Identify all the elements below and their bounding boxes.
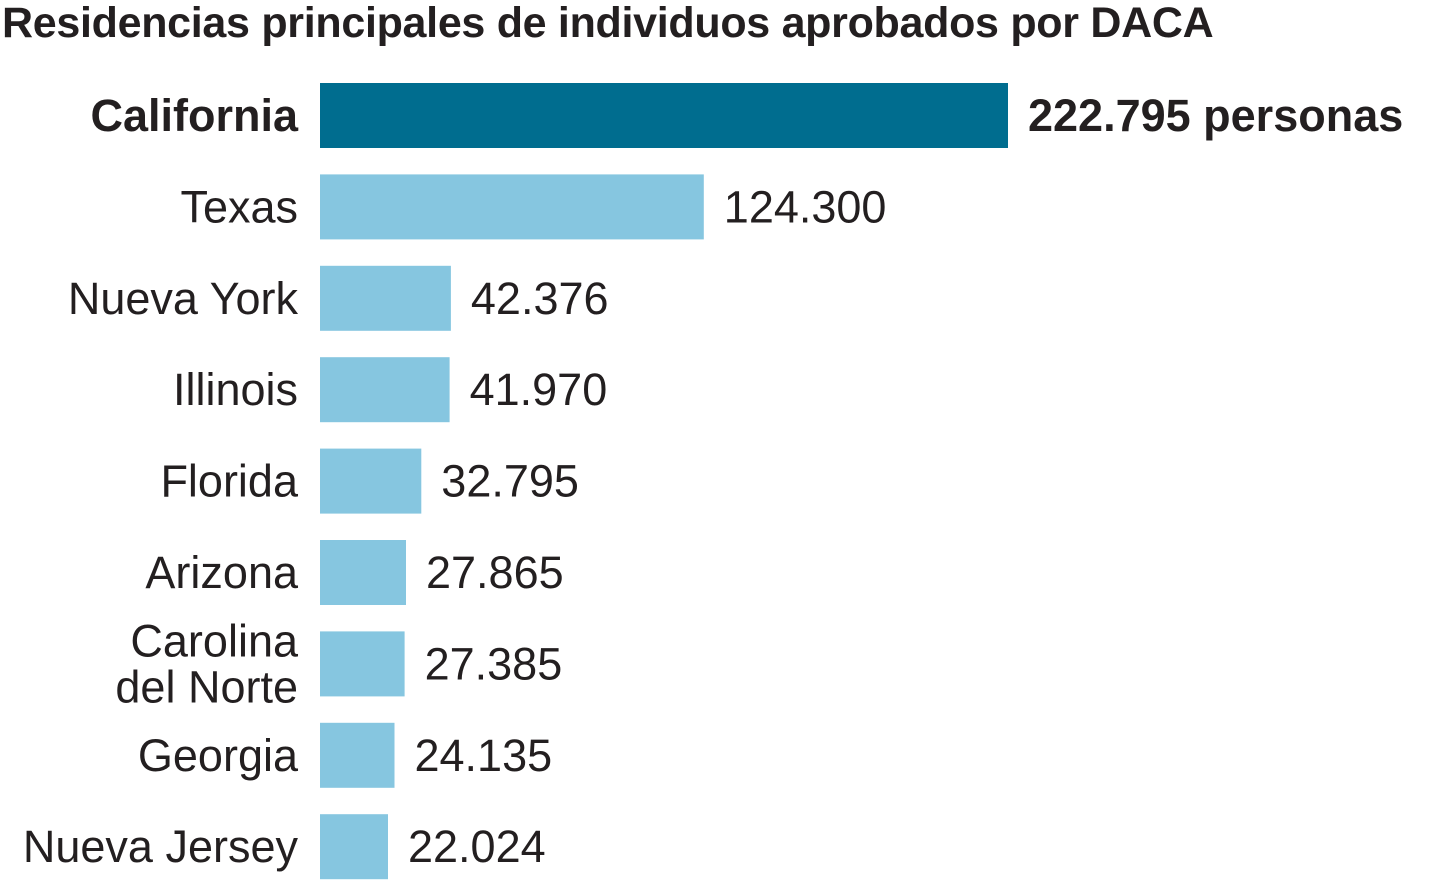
- category-label-line: Illinois: [173, 364, 298, 415]
- value-label-5: 27.865: [426, 547, 564, 598]
- category-label-line: del Norte: [115, 661, 298, 712]
- category-label-0: California: [90, 90, 299, 141]
- category-label-line: Arizona: [145, 547, 299, 598]
- bar-3: [320, 357, 450, 423]
- value-label-6: 27.385: [425, 638, 563, 689]
- value-labels-layer: 222.795 personas 124.300 42.376 41.970 32.79…: [408, 90, 1403, 872]
- bars-layer: [320, 83, 1008, 880]
- category-label-5: Arizona: [145, 547, 299, 598]
- category-label-line: Nueva York: [68, 273, 299, 324]
- bar-8: [320, 814, 388, 880]
- bar-4: [320, 448, 422, 514]
- category-label-8: Nueva Jersey: [23, 821, 299, 872]
- bar-5: [320, 540, 406, 605]
- bar-1: [320, 174, 704, 240]
- value-label-0: 222.795 personas: [1028, 90, 1403, 141]
- value-label-8: 22.024: [408, 821, 546, 872]
- value-label-2: 42.376: [471, 273, 609, 324]
- bar-6: [320, 631, 405, 697]
- category-label-4: Florida: [160, 456, 299, 507]
- category-label-line: California: [90, 90, 299, 141]
- value-label-7: 24.135: [415, 730, 553, 781]
- bar-7: [320, 722, 395, 788]
- category-label-line: Nueva Jersey: [23, 821, 299, 872]
- category-label-line: Florida: [160, 456, 299, 507]
- category-labels-layer: California Texas Nueva York Illinois Florida…: [23, 90, 299, 872]
- value-label-4: 32.795: [441, 456, 579, 507]
- category-label-6: Carolina del Norte: [115, 615, 299, 712]
- category-label-line: Texas: [180, 181, 298, 232]
- category-label-2: Nueva York: [68, 273, 299, 324]
- category-label-7: Georgia: [138, 730, 299, 781]
- value-label-3: 41.970: [470, 364, 608, 415]
- bar-2: [320, 265, 451, 331]
- category-label-line: Carolina: [130, 615, 299, 666]
- chart-title: Residencias principales de individuos ap…: [2, 0, 1214, 47]
- category-label-1: Texas: [180, 181, 298, 232]
- category-label-line: Georgia: [138, 730, 299, 781]
- category-label-3: Illinois: [173, 364, 298, 415]
- value-label-1: 124.300: [724, 181, 887, 232]
- bar-0: [320, 83, 1008, 148]
